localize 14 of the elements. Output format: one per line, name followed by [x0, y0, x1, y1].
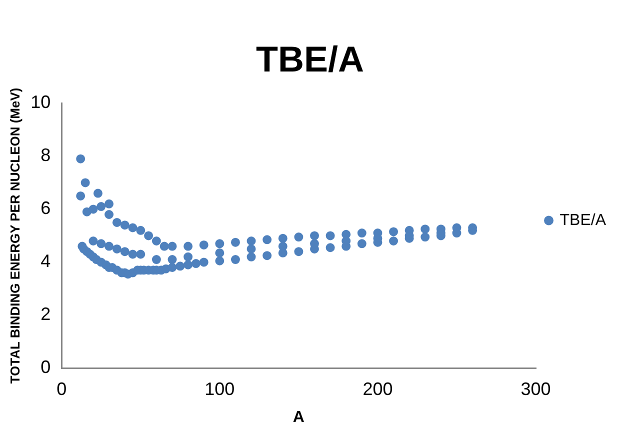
- y-tick-label: 8: [40, 145, 51, 166]
- y-tick-label: 6: [40, 198, 51, 218]
- x-tick-label: 100: [204, 378, 235, 399]
- y-tick-label: 10: [30, 92, 51, 112]
- x-tick-label: 0: [56, 378, 67, 399]
- y-tick-label: 4: [40, 251, 51, 272]
- y-tick-label: 0: [40, 357, 51, 378]
- y-axis-title: TOTAL BINDING ENERGY PER NUCLEON (MeV): [7, 88, 22, 384]
- legend-label: TBE/A: [560, 212, 606, 229]
- y-tick-label: 2: [40, 304, 51, 324]
- x-axis-title: A: [292, 408, 305, 426]
- x-tick-label: 200: [362, 378, 393, 399]
- x-tick-label: 300: [520, 378, 551, 399]
- chart-title: TBE/A: [256, 38, 364, 80]
